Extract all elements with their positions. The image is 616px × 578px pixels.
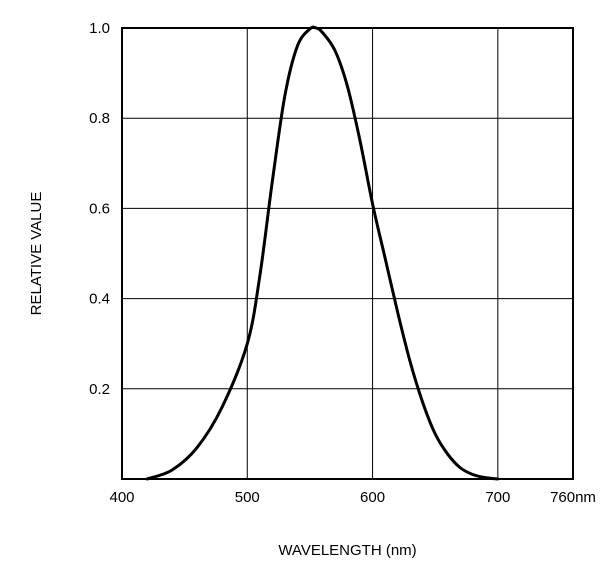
grid <box>122 28 573 479</box>
x-axis-title: WAVELENGTH (nm) <box>278 542 416 559</box>
x-tick-label: 700 <box>485 489 510 506</box>
y-tick-label: 0.6 <box>89 200 110 217</box>
y-tick-label: 0.8 <box>89 110 110 127</box>
series-curve-group <box>145 25 500 481</box>
y-tick-label: 1.0 <box>89 20 110 37</box>
x-tick-labels: 400 500 600 700 760nm <box>109 489 595 506</box>
series-line <box>145 25 500 481</box>
x-tick-label: 760nm <box>550 489 596 506</box>
y-axis-title: RELATIVE VALUE <box>28 192 45 316</box>
x-tick-label: 600 <box>360 489 385 506</box>
x-tick-label: 500 <box>235 489 260 506</box>
plot-frame <box>121 27 574 480</box>
y-tick-label: 0.4 <box>89 291 110 308</box>
y-tick-label: 0.2 <box>89 381 110 398</box>
y-tick-labels: 0.2 0.4 0.6 0.8 1.0 <box>89 20 110 398</box>
x-tick-label: 400 <box>109 489 134 506</box>
